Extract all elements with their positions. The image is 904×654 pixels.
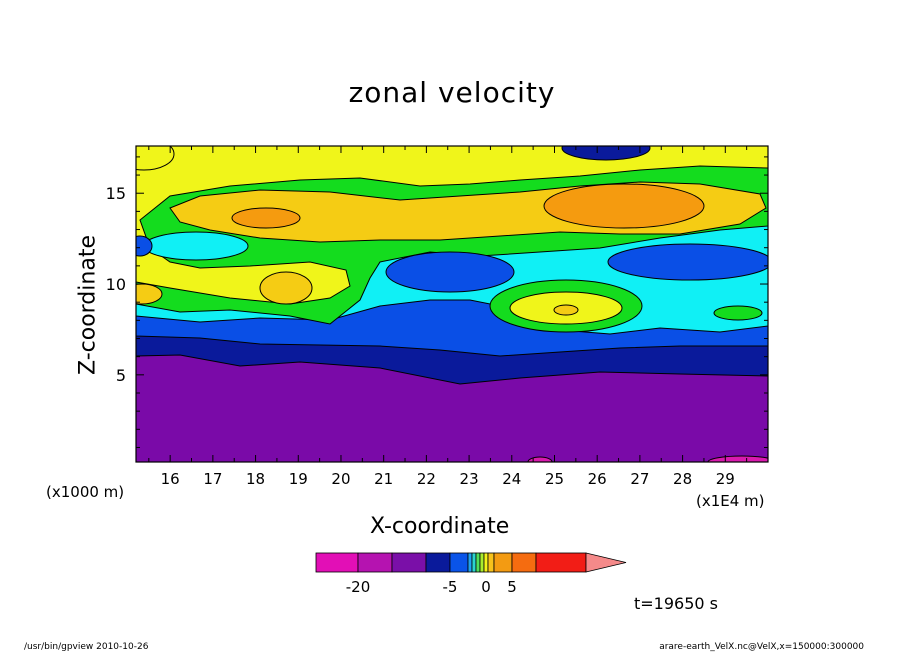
colorbar-segment: [315, 552, 359, 573]
colorbar-segment: [425, 552, 451, 573]
contour-cell-blue-west: [136, 235, 153, 257]
x-tick-label: 27: [630, 470, 649, 488]
colorbar-tick-label: 0: [481, 578, 491, 596]
colorbar-segment: [357, 552, 393, 573]
colorbar-segment: [475, 552, 481, 573]
x-tick-label: 22: [417, 470, 436, 488]
contour-band-yellow: [136, 146, 768, 305]
x-scale-label: (x1E4 m): [696, 492, 765, 510]
contour-cell-yellow-topleft: [136, 146, 175, 171]
x-tick-label: 24: [502, 470, 521, 488]
colorbar-tick-label: -20: [346, 578, 371, 596]
contour-cell-blue-east: [607, 243, 768, 281]
contour-cell-navy-top: [561, 146, 651, 161]
colorbar-segment: [535, 552, 587, 573]
contour-cell-magenta-1: [527, 456, 553, 462]
colorbar-segment: [391, 552, 427, 573]
plot-frame: [135, 145, 769, 463]
y-axis-label: Z-coordinate: [75, 235, 101, 375]
x-tick-label: 18: [246, 470, 265, 488]
x-tick-label: 29: [716, 470, 735, 488]
footer-right: arare-earth_VelX.nc@VelX,x=150000:300000: [659, 642, 864, 652]
footer-left: /usr/bin/gpview 2010-10-26: [24, 642, 149, 652]
contour-cell-cyan-west: [143, 231, 249, 261]
contour-cell-magenta-2: [707, 455, 768, 462]
colorbar-segment: [467, 552, 473, 573]
x-axis-label: X-coordinate: [370, 514, 510, 539]
y-tick-label: 15: [106, 184, 126, 203]
chart-title: zonal velocity: [348, 76, 556, 109]
x-tick-label: 20: [331, 470, 350, 488]
colorbar-segment: [483, 552, 489, 573]
contour-cell-orange-south: [553, 304, 579, 316]
x-unit-label: (x1000 m): [46, 483, 125, 501]
colorbar-segment: [511, 552, 537, 573]
plot-area: [136, 146, 768, 462]
colorbar-segment: [449, 552, 469, 573]
time-label: t=19650 s: [634, 594, 718, 613]
x-tick-label: 23: [460, 470, 479, 488]
colorbar-segment: [487, 552, 495, 573]
x-tick-label: 17: [203, 470, 222, 488]
contour-cell-yellow-west: [136, 283, 163, 305]
colorbar-segment: [493, 552, 513, 573]
colorbar-overflow-arrow: [585, 552, 627, 573]
colorbar-tick-label: 5: [507, 578, 517, 596]
x-tick-label: 28: [673, 470, 692, 488]
contour-cell-green-east: [713, 305, 763, 321]
contour-core-orange-mid: [259, 271, 313, 305]
contour-core-orange-west: [231, 207, 301, 229]
axis-ticks: 16 17 18 19 20 21 22 23 24 25 26 27 28 29 5 10 15: [106, 146, 768, 488]
x-tick-label: 19: [289, 470, 308, 488]
contour-cell-blue-mid: [385, 251, 515, 293]
colorbar-segment: [479, 552, 485, 573]
contour-core-orange-east: [543, 183, 705, 229]
colorbar: -20 -5 0 5: [315, 552, 627, 596]
x-tick-label: 16: [161, 470, 180, 488]
colorbar-segment: [471, 552, 477, 573]
y-tick-label: 5: [116, 366, 126, 385]
x-tick-label: 21: [374, 470, 393, 488]
x-tick-label: 25: [545, 470, 564, 488]
x-tick-label: 26: [588, 470, 607, 488]
colorbar-tick-label: -5: [443, 578, 458, 596]
y-tick-label: 10: [106, 275, 126, 294]
